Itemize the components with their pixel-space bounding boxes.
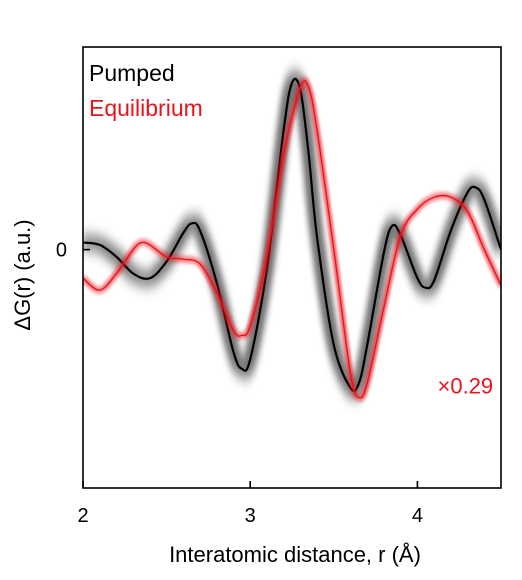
plot-area	[83, 71, 501, 401]
series-equilibrium-line	[83, 80, 501, 399]
y-axis-label: ΔG(r) (a.u.)	[10, 219, 35, 330]
series-equilibrium-halo	[83, 77, 501, 401]
x-tick-label: 2	[77, 505, 88, 527]
x-tick-label: 3	[245, 505, 256, 527]
legend-entry-equilibrium: Equilibrium	[89, 95, 203, 121]
x-tick-label: 4	[412, 505, 423, 527]
plot-frame	[82, 46, 502, 489]
y-tick-label: 0	[56, 240, 67, 262]
series-pumped-line	[83, 77, 501, 393]
legend-entry-pumped: Pumped	[89, 60, 175, 86]
scale-factor-annotation: ×0.29	[438, 374, 494, 399]
x-axis-label: Interatomic distance, r (Å)	[169, 542, 421, 567]
